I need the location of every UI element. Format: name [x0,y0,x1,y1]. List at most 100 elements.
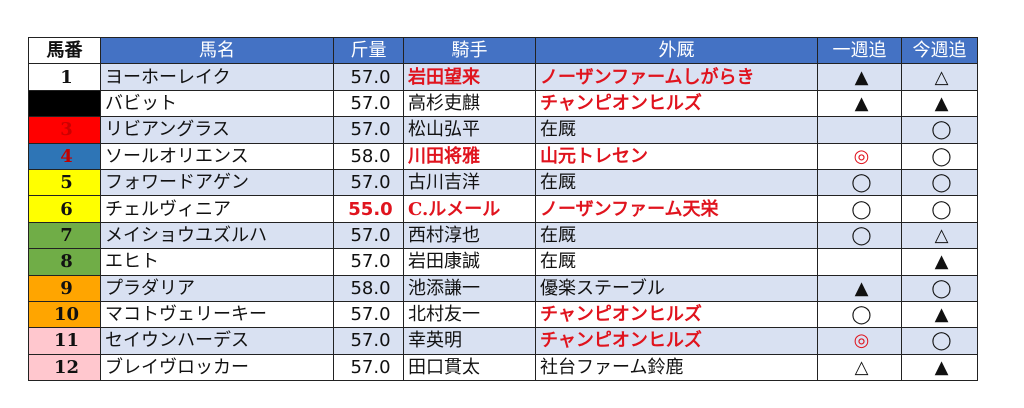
jockey: 西村淳也 [403,221,536,250]
horse-name: フォワードアゲン [100,168,334,197]
header-week2: 今週追 [901,36,978,65]
weight: 58.0 [333,142,404,170]
stable: チャンピオンヒルズ [535,300,818,329]
stable: 社台ファーム鈴鹿 [535,353,818,382]
weight: 57.0 [333,300,404,329]
week1-mark: ◯ [817,221,902,250]
table-row: 9 プラダリア 58.0 池添謙一 優楽ステーブル ▲ ◯ [28,274,978,302]
jockey: 岩田康誠 [403,248,536,276]
header-jockey: 騎手 [403,36,536,65]
jockey: 北村友一 [403,300,536,329]
stable: チャンピオンヒルズ [535,327,818,355]
horse-number: 10 [28,300,101,329]
horse-name: リビアングラス [100,116,334,144]
table-row: 5 フォワードアゲン 57.0 古川吉洋 在厩 ◯ ◯ [28,168,978,197]
week1-mark: ◯ [817,195,902,223]
horse-number: 6 [28,195,101,223]
week1-mark: ◯ [817,300,902,329]
week1-mark [817,116,902,144]
table-row: 6 チェルヴィニア 55.0 C.ルメール ノーザンファーム天栄 ◯ ◯ [28,195,978,223]
header-horse: 馬名 [100,36,334,65]
stable: ノーザンファームしがらき [535,63,818,91]
stable: ノーザンファーム天栄 [535,195,818,223]
stable: 在厩 [535,248,818,276]
weight: 57.0 [333,168,404,197]
horse-name: ヨーホーレイク [100,63,334,91]
week2-mark: ▲ [901,248,978,276]
horse-name: プラダリア [100,274,334,302]
week1-mark: ◎ [817,142,902,170]
table-body: 1 ヨーホーレイク 57.0 岩田望来 ノーザンファームしがらき ▲ △ 2 バビット 57.0 高… [28,63,978,382]
stable: 山元トレセン [535,142,818,170]
weight: 57.0 [333,89,404,118]
table-row: 2 バビット 57.0 高杉吏麒 チャンピオンヒルズ ▲ ▲ [28,89,978,118]
jockey: 田口貫太 [403,353,536,382]
horse-name: セイウンハーデス [100,327,334,355]
table-row: 10 マコトヴェリーキー 57.0 北村友一 チャンピオンヒルズ ◯ ▲ [28,300,978,329]
week2-mark: ◯ [901,274,978,302]
week2-mark: ◯ [901,116,978,144]
weight: 57.0 [333,327,404,355]
horse-number: 2 [28,89,101,118]
header-row: 馬番 馬名 斤量 騎手 外厩 一週追 今週追 [28,36,978,65]
horse-number: 11 [28,327,101,355]
horse-name: メイショウユズルハ [100,221,334,250]
horse-name: ソールオリエンス [100,142,334,170]
jockey: C.ルメール [403,195,536,223]
week1-mark: ◎ [817,327,902,355]
jockey: 幸英明 [403,327,536,355]
horse-number: 3 [28,116,101,144]
header-stable: 外厩 [535,36,818,65]
entry-table: 馬番 馬名 斤量 騎手 外厩 一週追 今週追 1 ヨーホーレイク 57.0 岩田望来ノ… [28,36,978,382]
week2-mark: △ [901,63,978,91]
week2-mark: ▲ [901,353,978,382]
jockey: 岩田望来 [403,63,536,91]
week2-mark: △ [901,221,978,250]
table-row: 4 ソールオリエンス 58.0 川田将雅 山元トレセン ◎ ◯ [28,142,978,170]
week1-mark: ◯ [817,168,902,197]
stable: 在厩 [535,221,818,250]
week2-mark: ◯ [901,195,978,223]
horse-number: 1 [28,63,101,91]
week1-mark [817,248,902,276]
week2-mark: ▲ [901,89,978,118]
horse-number: 8 [28,248,101,276]
weight: 55.0 [333,195,404,223]
horse-name: エヒト [100,248,334,276]
table-row: 3 リビアングラス 57.0 松山弘平 在厩 ◯ [28,116,978,144]
week1-mark: ▲ [817,89,902,118]
weight: 57.0 [333,116,404,144]
weight: 57.0 [333,248,404,276]
week2-mark: ◯ [901,168,978,197]
weight: 57.0 [333,353,404,382]
horse-number: 9 [28,274,101,302]
table-row: 12 ブレイヴロッカー 57.0 田口貫太 社台ファーム鈴鹿 △ ▲ [28,353,978,382]
jockey: 古川吉洋 [403,168,536,197]
week2-mark: ◯ [901,327,978,355]
header-weight: 斤量 [333,36,404,65]
week1-mark: △ [817,353,902,382]
jockey: 川田将雅 [403,142,536,170]
weight: 58.0 [333,274,404,302]
horse-name: チェルヴィニア [100,195,334,223]
table-row: 11 セイウンハーデス 57.0 幸英明 チャンピオンヒルズ ◎ ◯ [28,327,978,355]
table-row: 8 エヒト 57.0 岩田康誠 在厩 ▲ [28,248,978,276]
header-week1: 一週追 [817,36,902,65]
horse-number: 5 [28,168,101,197]
jockey: 松山弘平 [403,116,536,144]
week2-mark: ▲ [901,300,978,329]
jockey: 池添謙一 [403,274,536,302]
stable: 優楽ステーブル [535,274,818,302]
horse-number: 4 [28,142,101,170]
horse-name: ブレイヴロッカー [100,353,334,382]
week1-mark: ▲ [817,274,902,302]
weight: 57.0 [333,63,404,91]
horse-number: 7 [28,221,101,250]
week1-mark: ▲ [817,63,902,91]
week2-mark: ◯ [901,142,978,170]
stable: 在厩 [535,116,818,144]
stable: チャンピオンヒルズ [535,89,818,118]
table-row: 1 ヨーホーレイク 57.0 岩田望来 ノーザンファームしがらき ▲ △ [28,63,978,91]
horse-name: バビット [100,89,334,118]
horse-name: マコトヴェリーキー [100,300,334,329]
